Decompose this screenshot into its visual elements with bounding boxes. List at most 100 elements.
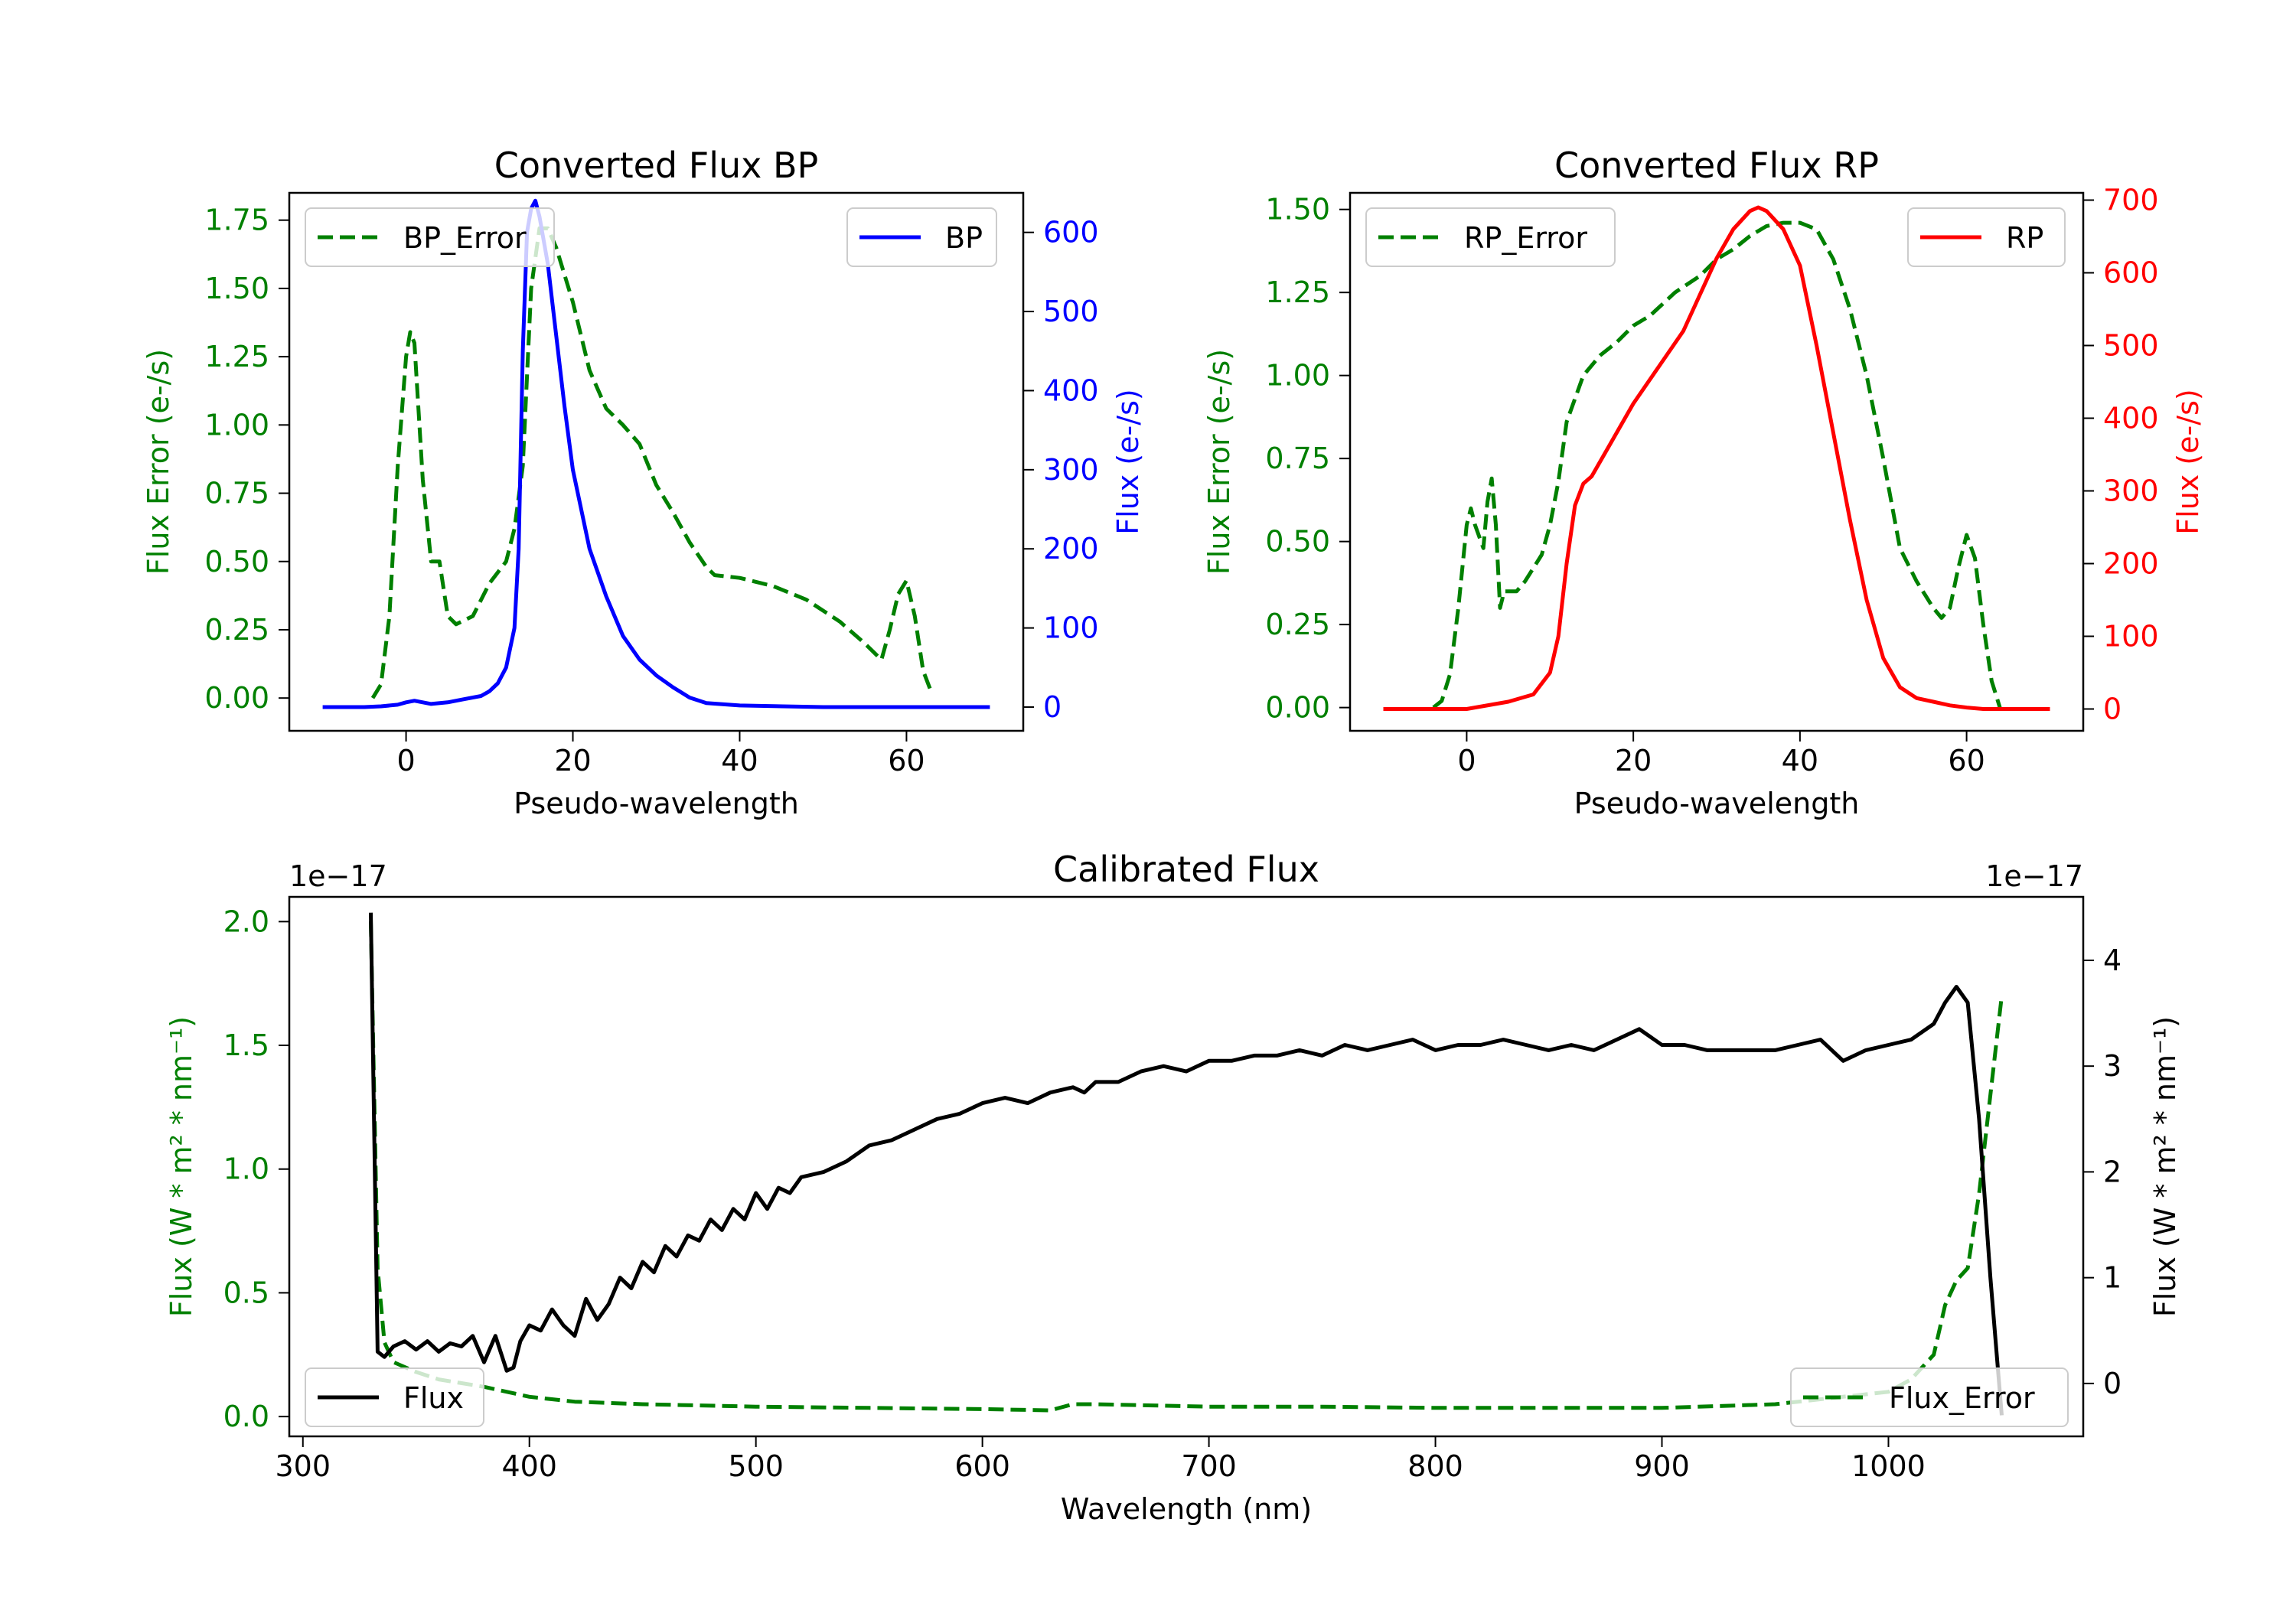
y-right-axis-label: Flux (e-/s) xyxy=(1111,389,1145,534)
plot-frame xyxy=(288,191,1025,732)
legend-frame xyxy=(846,207,997,267)
y-left-tick-label: 1.5 xyxy=(223,1028,269,1062)
x-axis-label: Wavelength (nm) xyxy=(1061,1492,1312,1526)
series-line-rp xyxy=(1383,205,2050,711)
x-tick-label: 400 xyxy=(501,1449,557,1483)
legend-frame xyxy=(1790,1367,2069,1427)
legend-left: BP_Error xyxy=(305,207,555,267)
x-tick-label: 0 xyxy=(396,744,415,777)
y-right-tick-label: 1 xyxy=(2103,1261,2122,1295)
x-axis-label: Pseudo-wavelength xyxy=(514,787,799,820)
y-left-offset-label: 1e−17 xyxy=(289,859,387,893)
y-right-axis-label: Flux (e-/s) xyxy=(2171,389,2205,534)
legend-frame xyxy=(305,207,555,267)
legend-label: RP_Error xyxy=(1464,221,1587,255)
y-right-tick-label: 500 xyxy=(1043,295,1099,328)
chart-title: Converted Flux RP xyxy=(1554,145,1879,186)
x-tick-label: 600 xyxy=(954,1449,1010,1483)
y-left-axis-label: Flux Error (e-/s) xyxy=(142,349,175,575)
legend-label: Flux xyxy=(403,1381,464,1415)
y-right-tick-label: 600 xyxy=(2103,256,2159,290)
legend-frame xyxy=(305,1367,484,1427)
chart-title: Converted Flux BP xyxy=(494,145,819,186)
legend-label: Flux_Error xyxy=(1889,1381,2035,1415)
y-left-axis-label: Flux (W * m² * nm⁻¹) xyxy=(165,1016,198,1317)
x-tick-label: 800 xyxy=(1407,1449,1463,1483)
x-tick-label: 40 xyxy=(721,744,758,777)
y-left-tick-label: 1.25 xyxy=(204,340,269,373)
x-tick-label: 500 xyxy=(728,1449,784,1483)
legend-frame xyxy=(1365,207,1616,267)
y-left-tick-label: 0.50 xyxy=(204,545,269,579)
y-right-tick-label: 600 xyxy=(1043,216,1099,249)
y-right-tick-label: 4 xyxy=(2103,944,2122,977)
plot-frame xyxy=(288,895,2085,1438)
chart-bp: Converted Flux BP 0 20 40 60 Pseudo-wavelengt… xyxy=(142,145,1145,820)
legend-right: BP xyxy=(846,207,997,267)
y-right-tick-label: 100 xyxy=(1043,611,1099,645)
x-tick-label: 900 xyxy=(1634,1449,1690,1483)
x-tick-label: 300 xyxy=(275,1449,331,1483)
y-right-tick-label: 700 xyxy=(2103,184,2159,217)
y-left-tick-label: 0.00 xyxy=(1265,691,1330,725)
y-left-tick-label: 2.0 xyxy=(223,905,269,938)
legend-left: RP_Error xyxy=(1365,207,1616,267)
y-left-tick-label: 1.0 xyxy=(223,1152,269,1186)
y-left-tick-label: 0.50 xyxy=(1265,525,1330,559)
series-line-bp-error xyxy=(370,226,934,699)
y-right-tick-label: 100 xyxy=(2103,620,2159,654)
legend-label: BP xyxy=(945,221,983,255)
x-axis-label: Pseudo-wavelength xyxy=(1574,787,1860,820)
y-left-tick-label: 1.00 xyxy=(1265,359,1330,393)
y-right-tick-label: 0 xyxy=(2103,1367,2122,1400)
x-tick-label: 60 xyxy=(888,744,925,777)
y-right-tick-label: 500 xyxy=(2103,329,2159,363)
series-line-rp-error xyxy=(1432,220,2002,709)
y-right-tick-label: 0 xyxy=(2103,693,2122,726)
legend-right: Flux_Error xyxy=(1790,1367,2069,1427)
y-left-tick-label: 0.75 xyxy=(1265,442,1330,475)
y-right-tick-label: 300 xyxy=(1043,453,1099,487)
legend-left: Flux xyxy=(305,1367,484,1427)
y-right-axis-label: Flux (W * m² * nm⁻¹) xyxy=(2148,1016,2182,1317)
y-right-tick-label: 200 xyxy=(1043,532,1099,566)
y-right-tick-label: 200 xyxy=(2103,547,2159,581)
x-tick-label: 40 xyxy=(1782,744,1818,777)
legend-label: BP_Error xyxy=(403,221,527,255)
y-left-tick-label: 0.00 xyxy=(204,681,269,715)
y-right-tick-label: 2 xyxy=(2103,1155,2122,1188)
legend-label: RP xyxy=(2006,221,2043,255)
x-tick-label: 0 xyxy=(1457,744,1476,777)
legend-frame xyxy=(1907,207,2066,267)
x-tick-label: 60 xyxy=(1948,744,1985,777)
y-left-tick-label: 0.25 xyxy=(204,613,269,647)
y-left-tick-label: 1.75 xyxy=(204,204,269,237)
y-right-tick-label: 0 xyxy=(1043,690,1062,724)
y-right-tick-label: 400 xyxy=(2103,402,2159,435)
chart-title: Calibrated Flux xyxy=(1053,849,1319,890)
chart-cal: Calibrated Flux 300 400 500 600 700 800 900 1000… xyxy=(165,849,2182,1526)
series-line-flux-error xyxy=(369,921,2004,1413)
y-left-tick-label: 1.25 xyxy=(1265,275,1330,309)
y-left-tick-label: 0.75 xyxy=(204,477,269,510)
y-left-tick-label: 1.50 xyxy=(1265,193,1330,227)
legend-right: RP xyxy=(1907,207,2066,267)
y-right-offset-label: 1e−17 xyxy=(1985,859,2083,893)
y-left-axis-label: Flux Error (e-/s) xyxy=(1202,349,1236,575)
y-left-tick-label: 0.0 xyxy=(223,1400,269,1433)
y-right-tick-label: 300 xyxy=(2103,474,2159,508)
x-tick-label: 20 xyxy=(1615,744,1652,777)
y-left-tick-label: 0.5 xyxy=(223,1276,269,1309)
chart-rp: Converted Flux RP 0 20 40 60 Pseudo-wavelengt… xyxy=(1202,145,2205,820)
y-left-tick-label: 1.00 xyxy=(204,408,269,442)
series-line-bp xyxy=(322,198,990,709)
y-left-tick-label: 0.25 xyxy=(1265,608,1330,641)
y-left-tick-label: 1.50 xyxy=(204,272,269,305)
x-tick-label: 700 xyxy=(1181,1449,1237,1483)
y-right-tick-label: 400 xyxy=(1043,373,1099,407)
y-right-tick-label: 3 xyxy=(2103,1049,2122,1083)
x-tick-label: 20 xyxy=(554,744,591,777)
plot-frame xyxy=(1349,191,2085,732)
x-tick-label: 1000 xyxy=(1851,1449,1926,1483)
